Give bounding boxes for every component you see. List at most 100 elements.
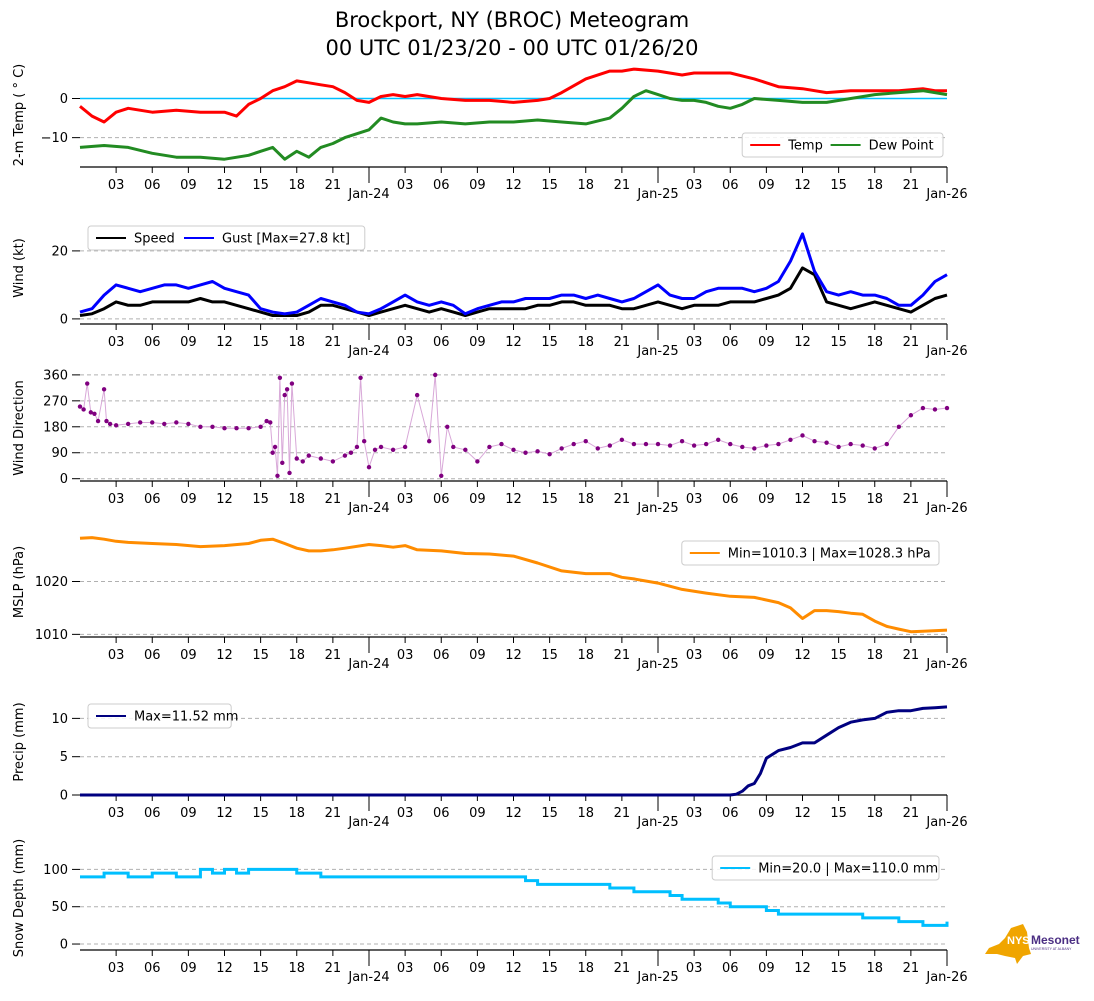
x-tick-label: 09 <box>180 178 197 193</box>
data-point <box>944 405 950 411</box>
x-tick-label: 21 <box>325 648 342 663</box>
data-point <box>294 456 299 461</box>
data-point <box>378 444 384 450</box>
data-point <box>691 443 697 448</box>
x-tick-label: 18 <box>866 961 883 976</box>
x-tick-label: 12 <box>216 806 233 821</box>
panel-temp: 0 −10 2-m Temp ( ° C) 03 06 09 12 15 18 21 Jan-24 0… <box>12 64 968 202</box>
x-tick-label: 03 <box>397 335 414 350</box>
x-tick-label: 09 <box>469 648 486 663</box>
x-tick-label: 06 <box>433 648 450 663</box>
data-point <box>824 440 829 445</box>
x-tick-label: 06 <box>144 178 161 193</box>
x-tick-label: 12 <box>216 492 233 507</box>
data-point <box>342 453 348 458</box>
x-tick-label: 12 <box>216 648 233 663</box>
data-point <box>125 421 131 427</box>
series-line-gust-max-27-8-kt <box>79 232 948 316</box>
x-tick-label: 03 <box>686 335 703 350</box>
x-tick-label: 06 <box>433 806 450 821</box>
data-point <box>77 404 83 409</box>
series-line-speed <box>79 266 948 317</box>
x-tick-label: 03 <box>108 806 125 821</box>
x-tick-label: 12 <box>505 806 522 821</box>
data-point <box>445 424 450 429</box>
legend-label: Min=1010.3 | Max=1028.3 hPa <box>728 547 931 562</box>
data-point <box>776 441 781 447</box>
x-tick-label: 09 <box>180 492 197 507</box>
data-point <box>390 447 396 453</box>
x-tick-label: 06 <box>144 335 161 350</box>
logo-subtext: UNIVERSITY AT ALBANY <box>1031 947 1072 951</box>
data-point <box>300 459 305 464</box>
panel-precip: 0 5 10 Precip (mm) 03 06 09 12 15 18 21 Jan-24 03 06 0… <box>12 702 968 830</box>
data-point <box>284 387 290 392</box>
y-tick-label: 0 <box>60 92 68 107</box>
y-tick-label: 1020 <box>35 575 68 590</box>
x-tick-label: 21 <box>614 335 631 350</box>
data-point <box>607 443 613 448</box>
chart-title-line-2: 00 UTC 01/23/20 - 00 UTC 01/26/20 <box>326 36 699 60</box>
x-tick-label: 09 <box>469 492 486 507</box>
data-point <box>414 392 420 398</box>
data-point <box>439 473 444 479</box>
x-tick-label: 18 <box>577 492 594 507</box>
x-tick-label: 15 <box>830 178 847 193</box>
data-point <box>107 421 113 427</box>
series-line-dew-point <box>79 89 948 161</box>
data-point <box>860 443 865 448</box>
y-tick-label: 0 <box>60 472 68 487</box>
x-tick-label: 18 <box>288 335 305 350</box>
legend-label: Max=11.52 mm <box>134 710 238 725</box>
x-tick-label: 15 <box>830 961 847 976</box>
data-point <box>679 439 685 444</box>
legend-label: Dew Point <box>869 139 934 154</box>
x-tick-label: 18 <box>577 648 594 663</box>
data-point <box>788 437 793 442</box>
data-point <box>619 437 625 442</box>
x-tick-label: 03 <box>108 961 125 976</box>
y-tick-label: 270 <box>43 394 68 409</box>
data-point <box>282 392 287 398</box>
data-point <box>198 424 203 429</box>
x-tick-label: 06 <box>722 492 739 507</box>
x-tick-label: 18 <box>577 335 594 350</box>
x-tick-label: 21 <box>903 961 920 976</box>
x-tick-label: 21 <box>614 492 631 507</box>
x-tick-label: 03 <box>686 178 703 193</box>
legend: Max=11.52 mm <box>87 703 238 729</box>
x-tick-label: 06 <box>722 178 739 193</box>
data-point <box>848 441 853 447</box>
legend: Temp Dew Point <box>741 132 944 158</box>
x-tick-label: 21 <box>903 178 920 193</box>
x-tick-label: 15 <box>541 492 558 507</box>
data-point <box>162 421 167 427</box>
y-axis-label: 2-m Temp ( ° C) <box>12 64 27 167</box>
chart-title-line-1: Brockport, NY (BROC) Meteogram <box>335 8 689 32</box>
x-tick-label: Jan-25 <box>636 657 678 672</box>
panel-wind: 0 20 Wind (kt) 03 06 09 12 15 18 21 Jan-24 03 06 09 12… <box>12 225 968 359</box>
y-tick-label: 180 <box>43 420 68 435</box>
data-point <box>306 453 311 458</box>
series-line-temp <box>79 67 947 124</box>
data-point <box>740 444 745 450</box>
data-point <box>361 439 367 444</box>
x-tick-label: 12 <box>794 961 811 976</box>
x-tick-label: 06 <box>433 335 450 350</box>
x-tick-label: 18 <box>866 335 883 350</box>
x-tick-label: 12 <box>505 335 522 350</box>
data-point <box>234 426 239 431</box>
x-tick-label: 12 <box>216 178 233 193</box>
data-point <box>631 441 637 447</box>
x-tick-label: 15 <box>252 961 269 976</box>
x-tick-label: Jan-26 <box>925 501 967 516</box>
x-tick-label: 15 <box>541 806 558 821</box>
logo-nys-text: NYS <box>1007 935 1030 947</box>
y-tick-label: 0 <box>60 938 68 953</box>
data-point <box>95 418 101 424</box>
data-point <box>487 444 492 450</box>
y-tick-label: 10 <box>51 712 68 727</box>
x-tick-label: 03 <box>397 648 414 663</box>
data-point <box>728 441 733 447</box>
x-tick-label: 09 <box>758 492 775 507</box>
